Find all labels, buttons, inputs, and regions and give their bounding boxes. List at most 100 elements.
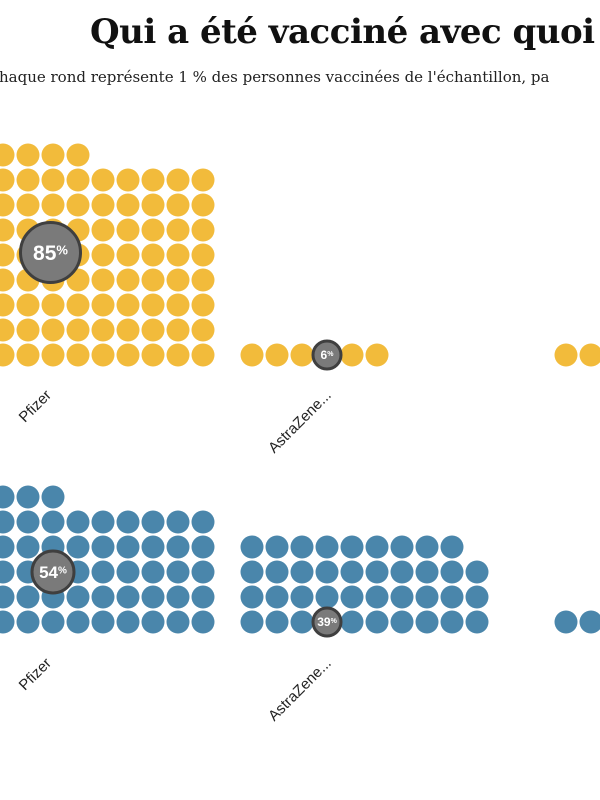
waffle-group-0-1: 6% AstraZene... bbox=[240, 339, 389, 457]
waffle-dot bbox=[265, 610, 289, 634]
waffle-dot bbox=[141, 268, 165, 292]
percentage-label: 6% bbox=[321, 348, 335, 362]
waffle-dot bbox=[116, 268, 140, 292]
waffle-dot bbox=[141, 585, 165, 609]
waffle-dot bbox=[116, 610, 140, 634]
waffle-dot bbox=[290, 560, 314, 584]
waffle-dot bbox=[16, 293, 40, 317]
waffle-dot bbox=[465, 560, 489, 584]
waffle-dot bbox=[440, 535, 464, 559]
waffle-dot bbox=[141, 318, 165, 342]
waffle-dot bbox=[16, 343, 40, 367]
waffle-dot bbox=[66, 318, 90, 342]
waffle-dot bbox=[290, 343, 314, 367]
waffle-dot bbox=[191, 343, 215, 367]
waffle-dot bbox=[66, 168, 90, 192]
waffle-dot bbox=[91, 243, 115, 267]
waffle-dot bbox=[91, 318, 115, 342]
waffle-dot bbox=[315, 585, 339, 609]
waffle-group-1-0: 54% Pfizer bbox=[0, 485, 215, 694]
waffle-dot bbox=[191, 535, 215, 559]
waffle-dot bbox=[166, 585, 190, 609]
waffle-dot bbox=[141, 168, 165, 192]
waffle-dot bbox=[66, 293, 90, 317]
waffle-dot bbox=[166, 610, 190, 634]
waffle-dot bbox=[166, 168, 190, 192]
waffle-dot bbox=[16, 510, 40, 534]
waffle-dot bbox=[41, 293, 65, 317]
waffle-dot bbox=[141, 218, 165, 242]
waffle-dot bbox=[415, 560, 439, 584]
waffle-dot bbox=[66, 193, 90, 217]
waffle-dot bbox=[116, 243, 140, 267]
waffle-dot bbox=[166, 293, 190, 317]
waffle-dot bbox=[141, 560, 165, 584]
chart-title: Qui a été vacciné avec quoi bbox=[90, 12, 595, 52]
waffle-dot bbox=[41, 510, 65, 534]
waffle-dot bbox=[365, 610, 389, 634]
waffle-dot bbox=[365, 560, 389, 584]
waffle-dot bbox=[191, 293, 215, 317]
waffle-dot bbox=[166, 243, 190, 267]
waffle-dot bbox=[141, 510, 165, 534]
waffle-dot bbox=[415, 585, 439, 609]
waffle-dot bbox=[41, 168, 65, 192]
waffle-dot bbox=[340, 610, 364, 634]
waffle-dot bbox=[240, 560, 264, 584]
waffle-dot bbox=[66, 510, 90, 534]
waffle-dot bbox=[240, 535, 264, 559]
waffle-dot bbox=[191, 218, 215, 242]
waffle-dot bbox=[315, 535, 339, 559]
category-label: AstraZene... bbox=[265, 387, 335, 457]
percentage-label: 54% bbox=[39, 563, 67, 582]
waffle-dot bbox=[66, 585, 90, 609]
category-label: Pfizer bbox=[16, 655, 55, 694]
waffle-dot bbox=[66, 535, 90, 559]
waffle-dot bbox=[240, 585, 264, 609]
waffle-dot bbox=[440, 585, 464, 609]
waffle-dot bbox=[116, 535, 140, 559]
waffle-dot bbox=[340, 343, 364, 367]
waffle-dot bbox=[166, 343, 190, 367]
waffle-dot bbox=[66, 143, 90, 167]
waffle-dot bbox=[240, 343, 264, 367]
category-label: Pfizer bbox=[16, 387, 55, 426]
waffle-dot bbox=[141, 343, 165, 367]
waffle-dot bbox=[290, 535, 314, 559]
waffle-dot bbox=[166, 510, 190, 534]
waffle-dot bbox=[16, 610, 40, 634]
waffle-dot bbox=[91, 535, 115, 559]
waffle-dot bbox=[166, 193, 190, 217]
waffle-dot bbox=[116, 218, 140, 242]
waffle-dot bbox=[0, 585, 15, 609]
waffle-dot bbox=[465, 610, 489, 634]
waffle-dot bbox=[365, 343, 389, 367]
waffle-dot bbox=[116, 560, 140, 584]
waffle-dot bbox=[315, 560, 339, 584]
waffle-dot bbox=[554, 343, 578, 367]
waffle-dot bbox=[91, 193, 115, 217]
waffle-dot bbox=[166, 535, 190, 559]
waffle-dot bbox=[141, 610, 165, 634]
waffle-dot bbox=[116, 343, 140, 367]
waffle-dot bbox=[415, 535, 439, 559]
waffle-dot bbox=[191, 243, 215, 267]
waffle-dot bbox=[390, 560, 414, 584]
waffle-dot bbox=[16, 143, 40, 167]
waffle-dot bbox=[41, 485, 65, 509]
waffle-dot bbox=[0, 143, 15, 167]
waffle-dot bbox=[390, 610, 414, 634]
waffle-dot bbox=[41, 610, 65, 634]
waffle-dot bbox=[16, 318, 40, 342]
waffle-dot bbox=[41, 143, 65, 167]
percentage-label: 39% bbox=[317, 615, 337, 629]
waffle-dot bbox=[116, 510, 140, 534]
waffle-dot bbox=[440, 560, 464, 584]
waffle-dot bbox=[365, 535, 389, 559]
waffle-dot bbox=[0, 318, 15, 342]
waffle-dot bbox=[191, 268, 215, 292]
waffle-dot bbox=[91, 293, 115, 317]
waffle-dot bbox=[166, 560, 190, 584]
waffle-dot bbox=[0, 293, 15, 317]
waffle-dot bbox=[191, 168, 215, 192]
